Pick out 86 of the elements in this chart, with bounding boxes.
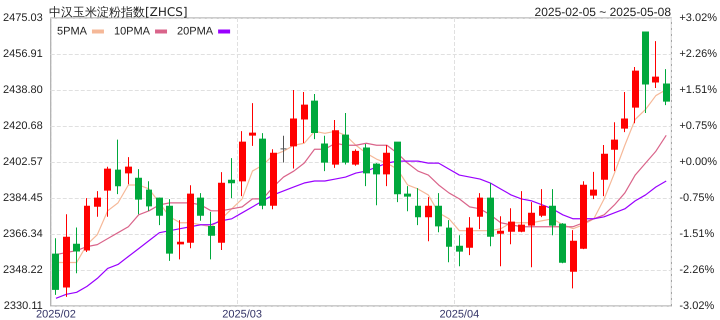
candlestick [239,130,246,197]
candlestick [259,132,266,210]
candlestick [611,122,618,172]
candlestick [352,148,359,166]
candlestick [52,238,59,296]
candlestick [652,40,659,89]
candlestick [435,192,442,233]
candlestick [632,66,639,124]
line-series [55,160,667,299]
y-tick-label: 2402.57 [2,156,43,168]
y-tick-label: 2456.91 [2,48,43,60]
candlestick [342,112,349,166]
candlestick [280,135,287,164]
chart-title: 中汉玉米淀粉指数[ZHCS] [49,5,188,19]
y-tick-label: 2475.03 [2,12,43,24]
candlestick [466,216,473,256]
candlestick [580,180,587,250]
candlestick [456,234,463,267]
candlestick [146,180,152,212]
candlestick [508,208,515,245]
candlestick [549,188,556,236]
y2-tick-label: +2.26% [679,48,718,60]
y-tick-label: 2420.68 [2,120,43,132]
candlestick [415,188,421,226]
candlestick [249,102,256,146]
candlestick [270,148,277,210]
candlestick [394,142,401,203]
candlestick [321,135,328,172]
candlestick [156,197,163,226]
y2-tick-label: -3.02% [679,300,714,312]
candlestick [590,171,597,200]
legend-label: 10PMA [114,26,151,38]
y-tick-label: 2438.80 [2,84,43,96]
legend-label: 20PMA [177,26,214,38]
candlestick [601,144,608,197]
candlestick [570,230,577,289]
candlestick [487,182,494,247]
y-tick-label: 2384.45 [2,192,43,204]
legend-label: 5PMA [56,26,88,38]
candlestick [104,166,111,218]
candlestick [332,120,339,168]
candlestick [177,220,184,260]
y2-tick-label: -1.51% [679,228,714,240]
y2-tick-label: +1.51% [679,84,718,96]
x-tick-label: 2025/02 [36,308,76,320]
candlestick [383,144,390,187]
candlestick [115,139,121,195]
candlestick [290,90,297,169]
candlestick [559,222,566,264]
chart-subtitle: 2025-02-05 ~ 2025-05-08 [534,5,672,19]
candlestick [621,91,628,133]
candlestick [166,198,173,262]
candlestick [197,192,204,222]
candlestick [84,198,90,252]
candlestick [125,156,132,185]
y2-tick-label: -2.26% [679,264,714,276]
x-tick-label: 2025/04 [439,308,480,320]
candlestick [94,190,101,218]
candlestick [63,214,70,298]
y2-tick-label: -0.75% [679,192,714,204]
candlestick [311,93,318,140]
y-tick-label: 2366.34 [2,228,43,240]
candlestick [208,211,215,260]
candlestick [477,192,483,230]
candlestick [218,172,225,250]
candlestick [497,216,504,267]
candlestick [187,184,194,249]
candlestick [73,227,80,274]
candlestick [425,196,432,242]
candlestick [642,31,649,114]
x-tick-label: 2025/03 [222,308,262,320]
candlestick [663,68,670,106]
candlestick [446,220,452,263]
y-tick-label: 2348.22 [2,264,43,276]
candlestick [404,186,411,212]
candlestick [373,162,380,206]
candlestick [518,190,525,233]
candlestick [528,202,535,268]
candlestick [539,188,546,218]
candlestick [301,91,308,144]
candlestick [135,168,142,215]
y2-tick-label: +3.02% [679,12,718,24]
candlestick [363,144,370,187]
y2-tick-label: +0.75% [679,120,718,132]
y2-tick-label: +0.00% [679,156,718,168]
candlestick [228,158,235,199]
